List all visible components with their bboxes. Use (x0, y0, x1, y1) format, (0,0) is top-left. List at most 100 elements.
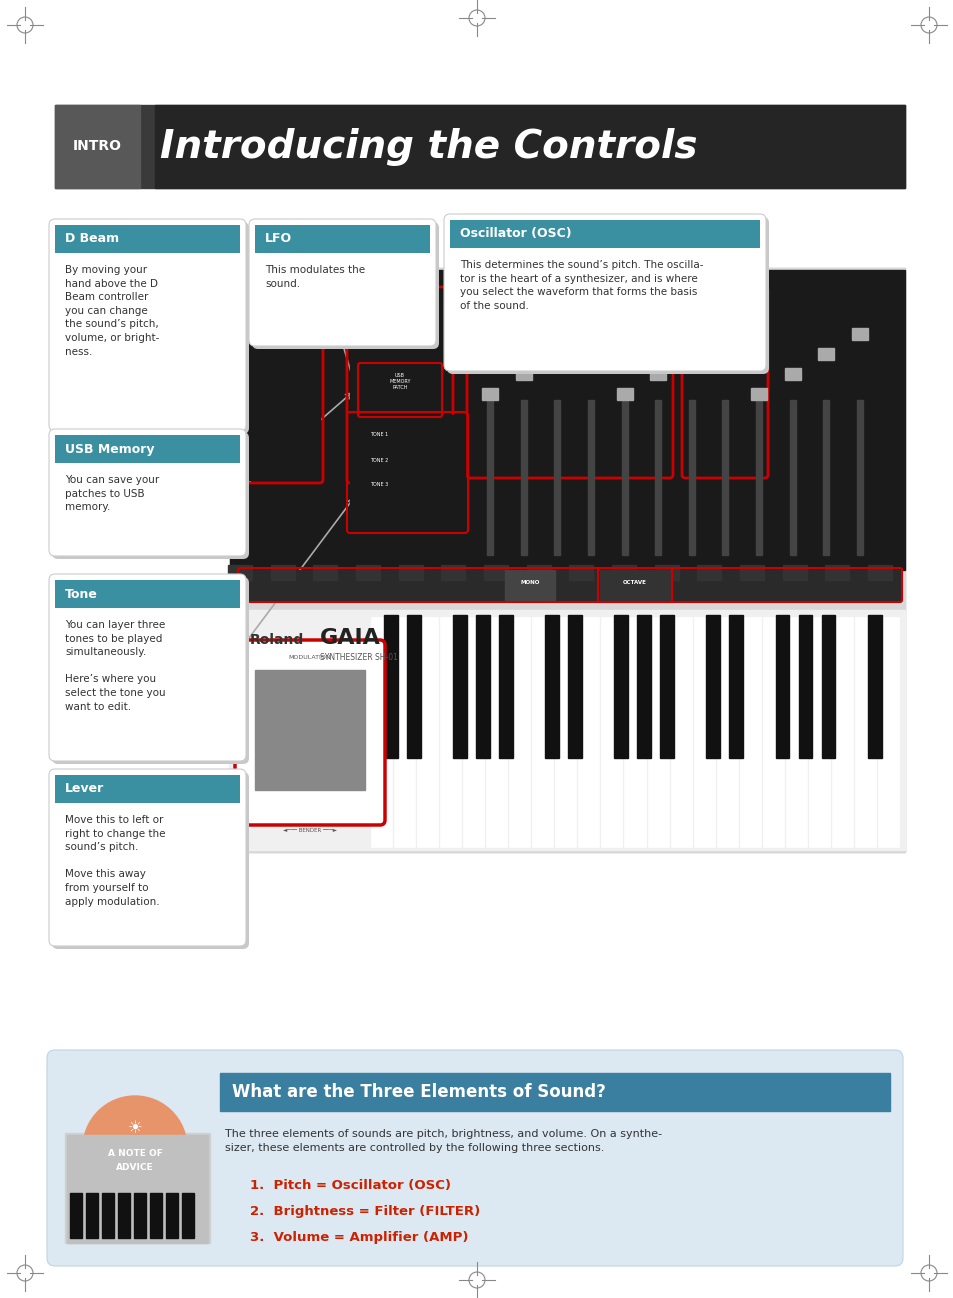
Bar (254, 225, 430, 253)
FancyBboxPatch shape (52, 222, 249, 434)
FancyBboxPatch shape (52, 432, 249, 559)
Bar (555, 617, 576, 848)
FancyBboxPatch shape (49, 574, 246, 761)
Text: 2.  Brightness = Filter (FILTER): 2. Brightness = Filter (FILTER) (250, 1205, 479, 1218)
Bar (612, 565, 636, 580)
Bar (821, 615, 835, 758)
Bar (856, 400, 862, 556)
Text: USB
MEMORY
PATCH: USB MEMORY PATCH (389, 373, 411, 389)
Bar (705, 615, 720, 758)
Bar (65, 1133, 210, 1243)
Bar (220, 1073, 889, 1111)
Bar (450, 219, 760, 248)
Text: Roland: Roland (250, 633, 304, 646)
Bar (544, 615, 558, 758)
Bar (716, 617, 737, 848)
Bar (230, 610, 904, 850)
Bar (118, 1193, 130, 1238)
Text: MODULATION: MODULATION (289, 655, 331, 659)
FancyBboxPatch shape (234, 640, 385, 826)
Text: SYNTHESIZER SH-01: SYNTHESIZER SH-01 (319, 653, 397, 662)
Bar (150, 1193, 162, 1238)
Bar (659, 615, 674, 758)
Bar (740, 565, 763, 580)
Bar (394, 617, 415, 848)
Bar (133, 1193, 146, 1238)
Text: Introducing the Controls: Introducing the Controls (160, 127, 697, 166)
Bar (350, 289, 450, 480)
Bar (230, 267, 904, 851)
Bar (481, 388, 497, 400)
Text: D Beam: D Beam (65, 232, 119, 245)
Bar (526, 565, 550, 580)
Text: You can save your
patches to USB
memory.: You can save your patches to USB memory. (65, 475, 159, 513)
Text: ADVICE: ADVICE (116, 1163, 153, 1172)
Bar (313, 565, 337, 580)
Text: The three elements of sounds are pitch, brightness, and volume. On a synthe-
siz: The three elements of sounds are pitch, … (225, 1129, 661, 1154)
Bar (55, 105, 140, 188)
Bar (483, 565, 507, 580)
Bar (554, 400, 559, 556)
FancyBboxPatch shape (357, 363, 441, 417)
Text: ◄─── BENDER ───►: ◄─── BENDER ───► (283, 828, 336, 832)
Bar (616, 388, 632, 400)
Bar (721, 400, 728, 556)
Text: TONE 3: TONE 3 (370, 483, 388, 488)
Bar (441, 565, 465, 580)
Bar (582, 328, 598, 340)
Bar (729, 615, 742, 758)
Text: This determines the sound’s pitch. The oscilla-
tor is the heart of a synthesize: This determines the sound’s pitch. The o… (459, 260, 702, 310)
Bar (867, 615, 881, 758)
Text: Oscillator (OSC): Oscillator (OSC) (459, 227, 571, 240)
FancyBboxPatch shape (52, 772, 249, 949)
Bar (271, 565, 294, 580)
Bar (240, 280, 319, 480)
Bar (509, 617, 530, 848)
Bar (383, 615, 397, 758)
Text: USB Memory: USB Memory (65, 443, 154, 456)
Bar (756, 400, 761, 556)
Bar (851, 328, 867, 340)
FancyBboxPatch shape (49, 768, 246, 946)
Text: D·BEAM: D·BEAM (266, 276, 294, 282)
Bar (398, 565, 422, 580)
Bar (808, 617, 829, 848)
Bar (637, 615, 651, 758)
Bar (599, 570, 669, 600)
Bar (476, 615, 489, 758)
Bar (154, 105, 904, 188)
FancyBboxPatch shape (52, 578, 249, 765)
Text: GAIA: GAIA (319, 628, 380, 648)
Bar (350, 415, 464, 530)
Bar (55, 225, 240, 253)
Bar (86, 1193, 98, 1238)
Bar (182, 1193, 193, 1238)
Bar (822, 400, 828, 556)
Bar (693, 617, 714, 848)
Bar (684, 289, 764, 475)
FancyBboxPatch shape (443, 214, 765, 371)
Bar (549, 348, 565, 360)
Text: What are the Three Elements of Sound?: What are the Three Elements of Sound? (232, 1083, 605, 1101)
Bar (877, 617, 898, 848)
Bar (166, 1193, 178, 1238)
Bar (818, 348, 834, 360)
FancyBboxPatch shape (49, 219, 246, 431)
Bar (650, 369, 665, 380)
Bar (55, 580, 240, 607)
Bar (520, 400, 526, 556)
Bar (359, 365, 439, 415)
Text: INTRO: INTRO (73, 139, 122, 153)
Text: A NOTE OF: A NOTE OF (108, 1149, 162, 1158)
Text: By moving your
hand above the D
Beam controller
you can change
the sound’s pitch: By moving your hand above the D Beam con… (65, 265, 159, 357)
Bar (70, 1193, 82, 1238)
Bar (670, 617, 691, 848)
Bar (762, 617, 783, 848)
Text: TONE 2: TONE 2 (370, 457, 388, 462)
Bar (568, 615, 581, 758)
Bar (453, 615, 466, 758)
Bar (102, 1193, 113, 1238)
Circle shape (83, 1096, 187, 1199)
Bar (824, 565, 848, 580)
Text: Lever: Lever (65, 783, 104, 796)
